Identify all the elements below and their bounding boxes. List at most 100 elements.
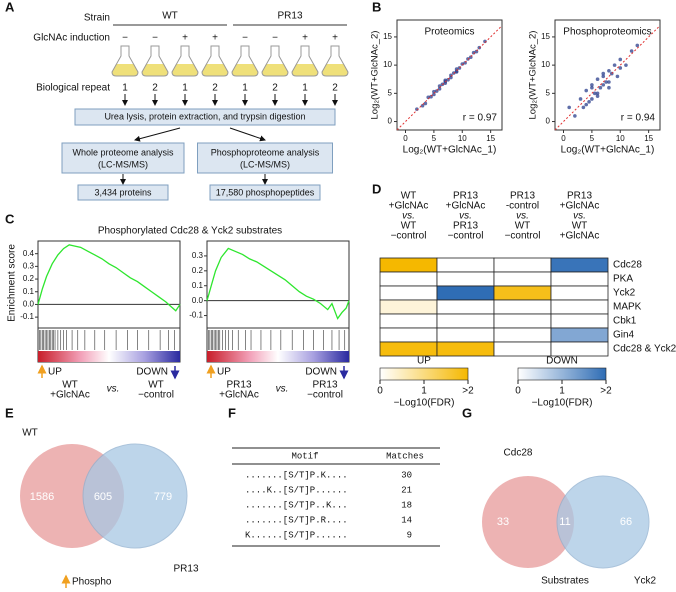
point: [592, 91, 597, 96]
table-cell: .......[S/T]P.K....: [245, 470, 348, 480]
repeat-number: 1: [242, 83, 248, 94]
y-axis-label: Enrichment score: [7, 244, 18, 322]
table-header: Motif: [291, 451, 318, 461]
repeat-number: 1: [182, 83, 188, 94]
point: [595, 91, 600, 96]
branch-title: Whole proteome analysis: [72, 147, 174, 157]
table-cell: 18: [401, 500, 412, 510]
point: [587, 99, 591, 104]
y-tick-label: 0.2: [192, 266, 204, 275]
point: [581, 105, 586, 110]
legend-tick-label: 1: [559, 386, 565, 397]
point: [449, 75, 453, 80]
y-axis-label: Log₂(WT+GlcNAc_2): [528, 31, 539, 120]
table-cell: .......[S/T]P..K...: [245, 500, 348, 510]
panel-c-title: Phosphorylated Cdc28 & Yck2 substrates: [98, 226, 282, 237]
enrichment-line: [206, 247, 350, 320]
point: [607, 85, 611, 90]
branch-box: [61, 142, 185, 174]
result-box: [209, 184, 321, 201]
vs-label: vs.: [276, 384, 289, 395]
table-cell: .......[S/T]P.R....: [245, 515, 348, 525]
point: [629, 49, 634, 53]
y-tick-label: 0.4: [23, 249, 35, 258]
legend-axis-label: −Log10(FDR): [394, 398, 455, 409]
legend-tick-label: 1: [421, 386, 427, 397]
flask-liquid: [112, 64, 138, 76]
panel-letter: D: [372, 181, 381, 196]
y-axis-label: Log₂(WT+GlcNAc_2): [370, 31, 381, 120]
annotation: r = 0.97: [463, 113, 498, 124]
y-tick-label: 0: [546, 117, 551, 126]
column-header: WT: [401, 191, 417, 202]
arrow: [134, 127, 181, 142]
point: [618, 57, 623, 62]
heatmap-cell: [436, 285, 495, 301]
group-label: WT: [62, 380, 78, 391]
legend-tick-label: >2: [600, 386, 612, 397]
up-label: UP: [217, 367, 231, 378]
y-tick-label: 0.2: [23, 274, 35, 283]
strain-name: WT: [162, 11, 178, 22]
diagonal: [554, 25, 661, 131]
y-tick-label: 0.3: [192, 251, 204, 260]
table-cell: 30: [401, 470, 412, 480]
column-header: vs.: [402, 211, 415, 222]
table-cell: 21: [401, 485, 412, 495]
panel-letter: E: [5, 405, 14, 420]
flask: [171, 45, 199, 77]
legend-title: UP: [417, 356, 431, 367]
heatmap-cell: [436, 271, 495, 287]
heatmap-cell: [493, 313, 552, 329]
point: [584, 102, 589, 107]
branch-title: Phosphoproteome analysis: [211, 147, 320, 157]
induction-label: GlcNAc induction: [33, 33, 110, 44]
row-label: Cbk1: [613, 316, 637, 327]
plot-frame: [554, 19, 661, 131]
table-cell: ....K..[S/T]P......: [245, 485, 348, 495]
diagonal: [396, 25, 503, 131]
heatmap-cell: [493, 285, 552, 301]
flask-liquid: [322, 64, 348, 76]
point: [635, 43, 640, 48]
flask: [231, 45, 259, 77]
venn-count: 605: [94, 491, 112, 503]
y-tick-label: 5: [388, 88, 393, 97]
vs-label: vs.: [107, 384, 120, 395]
column-header: PR13: [567, 191, 592, 202]
x-tick-label: 10: [616, 134, 625, 143]
plot-title: Proteomics: [424, 27, 474, 38]
result-text: 3,434 proteins: [94, 187, 152, 197]
venn-note: Phospho: [72, 577, 112, 588]
point: [567, 105, 571, 110]
legend-tick-label: 0: [377, 386, 383, 397]
point: [595, 94, 600, 98]
point: [598, 85, 603, 90]
heatmap-cell: [379, 285, 438, 301]
x-axis-label: Log₂(WT+GlcNAc_1): [403, 145, 497, 156]
column-header: vs.: [573, 211, 586, 222]
panel-letter: A: [5, 0, 15, 14]
group-label: −control: [307, 390, 343, 401]
set-label: WT: [22, 428, 38, 439]
panel-letter: G: [462, 405, 472, 420]
x-tick-label: 15: [644, 134, 653, 143]
group-label: +GlcNAc: [219, 390, 259, 401]
flask: [291, 45, 319, 77]
table-header: Matches: [386, 451, 424, 461]
column-header: WT: [401, 221, 417, 232]
y-tick-label: 0.3: [23, 261, 35, 270]
x-tick-label: 10: [458, 134, 467, 143]
arrow: [229, 127, 266, 142]
row-label: PKA: [613, 274, 633, 285]
point: [607, 68, 611, 73]
repeat-number: 2: [152, 83, 158, 94]
induction-sign: +: [212, 33, 218, 44]
point: [590, 97, 594, 101]
legend-tick-label: 0: [515, 386, 521, 397]
flask-liquid: [262, 64, 288, 76]
flask-liquid: [142, 64, 168, 76]
enrichment-line: [37, 244, 181, 312]
heatmap-cell: [379, 271, 438, 287]
flask-liquid: [232, 64, 258, 76]
